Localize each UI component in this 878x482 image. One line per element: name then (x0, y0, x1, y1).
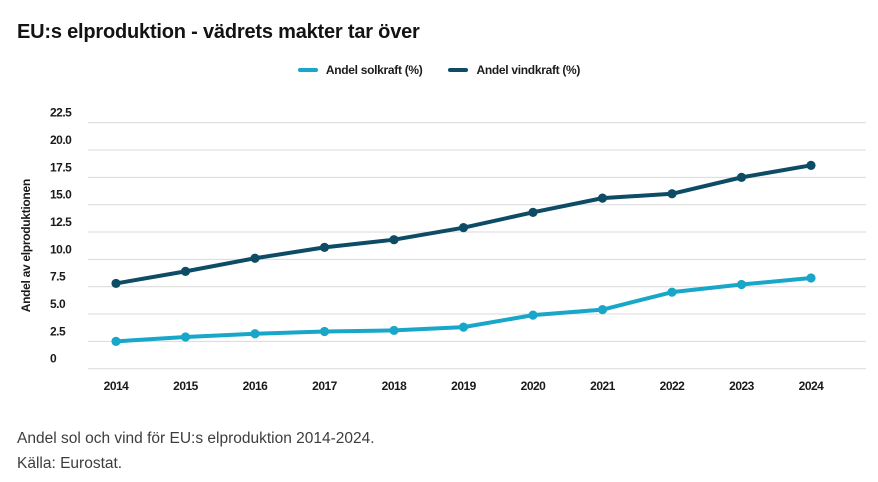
legend-label-wind: Andel vindkraft (%) (476, 63, 581, 77)
y-tick-label: 15.0 (50, 188, 72, 202)
y-tick-label: 22.5 (50, 106, 72, 120)
x-tick-label: 2018 (382, 379, 408, 393)
chart-legend: Andel solkraft (%) Andel vindkraft (%) (0, 63, 878, 77)
chart-caption: Andel sol och vind för EU:s elproduktion… (17, 427, 375, 476)
data-point (806, 160, 816, 170)
data-point (319, 242, 330, 252)
legend-label-solar: Andel solkraft (%) (325, 63, 423, 77)
y-tick-label: 10.0 (50, 242, 72, 256)
data-point (667, 287, 677, 297)
data-point (597, 305, 608, 315)
data-point (180, 266, 191, 276)
data-point (180, 332, 191, 342)
x-tick-label: 2017 (312, 379, 338, 393)
y-tick-label: 20.0 (50, 133, 72, 147)
y-tick-label: 17.5 (50, 160, 72, 174)
legend-item-solar: Andel solkraft (%) (297, 63, 423, 77)
x-tick-label: 2023 (729, 379, 755, 393)
data-point (250, 253, 260, 263)
data-point (736, 279, 747, 290)
data-point (667, 189, 677, 199)
y-tick-label: 7.5 (50, 270, 66, 284)
caption-source: Källa: Eurostat. (17, 454, 123, 472)
data-point (528, 207, 538, 217)
data-point (250, 329, 260, 339)
data-point (389, 325, 399, 336)
y-axis-title: Andel av elproduktionen (19, 179, 33, 312)
x-tick-label: 2024 (799, 379, 825, 393)
x-tick-label: 2014 (104, 379, 130, 393)
data-point (528, 310, 538, 320)
data-point (736, 172, 747, 182)
data-point (319, 326, 330, 337)
series-line (114, 275, 813, 344)
legend-item-wind: Andel vindkraft (%) (448, 63, 580, 77)
legend-swatch-solar-icon (297, 68, 318, 72)
data-point (458, 322, 469, 332)
data-point (111, 336, 121, 346)
x-tick-label: 2020 (521, 379, 547, 393)
caption-description: Andel sol och vind för EU:s elproduktion… (17, 430, 375, 447)
line-chart: 0 2.5 5.0 7.5 10.0 12.5 15.0 17.5 20.0 22.5 2014 20… (19, 106, 866, 393)
y-tick-label: 12.5 (50, 215, 72, 229)
data-point (806, 273, 816, 283)
x-tick-label: 2021 (590, 379, 616, 393)
data-point (458, 223, 469, 233)
y-tick-label: 5.0 (50, 297, 66, 311)
y-tick-label: 0 (50, 352, 57, 366)
y-tick-label: 2.5 (50, 324, 66, 338)
x-tick-label: 2015 (173, 379, 199, 393)
x-tick-label: 2022 (660, 379, 686, 393)
legend-swatch-wind-icon (448, 68, 469, 72)
data-point (389, 235, 399, 245)
x-tick-label: 2016 (243, 379, 269, 393)
data-point (111, 278, 121, 289)
data-point (597, 193, 608, 203)
x-tick-label: 2019 (451, 379, 477, 393)
chart-title: EU:s elproduktion - vädrets makter tar ö… (17, 21, 420, 44)
